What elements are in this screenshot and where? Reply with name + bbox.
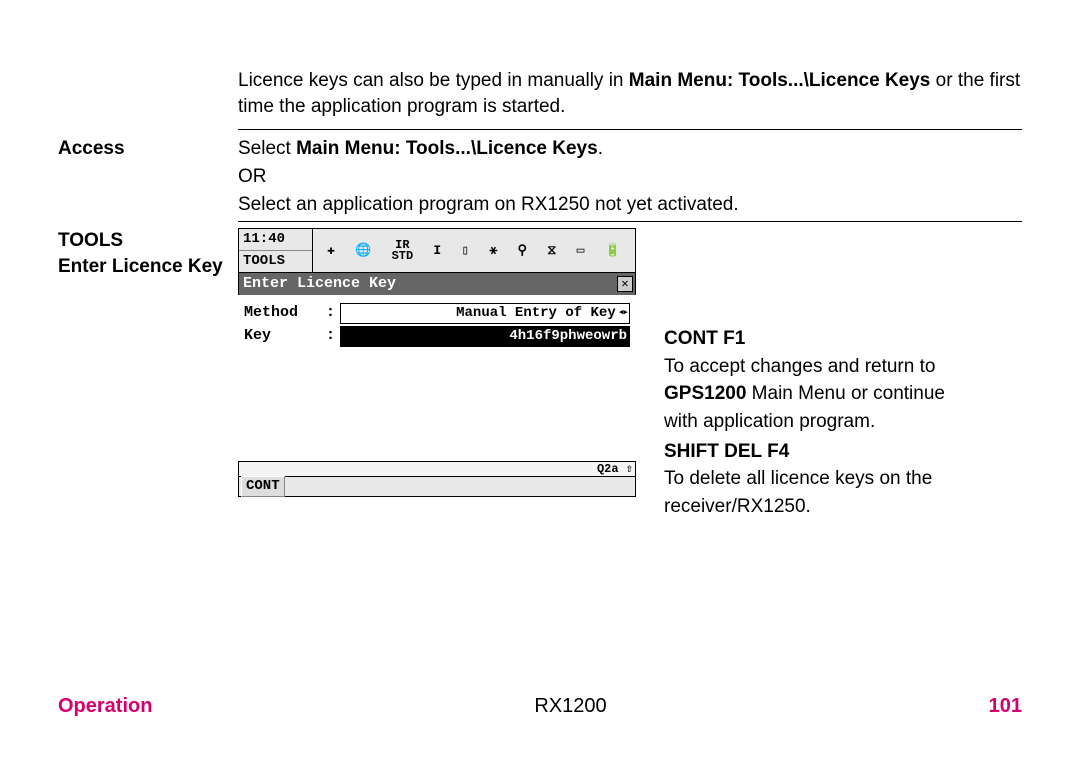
shift-del-heading: SHIFT DEL F4 bbox=[664, 439, 1022, 465]
access-label: Access bbox=[58, 136, 238, 162]
device-screenshot: 11:40 TOOLS ✚ 🌐 IR STD I ▯ ⚹ ⚲ bbox=[238, 228, 638, 497]
device-icon: ▯ bbox=[461, 242, 469, 260]
signal-icon: ⚲ bbox=[518, 242, 528, 260]
intro-text: Licence keys can also be typed in manual… bbox=[238, 68, 1022, 119]
spinner-icon: ◂▸ bbox=[618, 306, 627, 321]
lcd-titlebar: Enter Licence Key ✕ bbox=[238, 273, 636, 295]
key-row: Key : 4h16f9phweowrb bbox=[244, 326, 630, 347]
lcd-time: 11:40 bbox=[239, 229, 312, 251]
lcd-status-bar: Q2a ⇧ bbox=[238, 461, 636, 477]
divider-mid bbox=[238, 221, 1022, 222]
battery-icon: 🔋 bbox=[605, 242, 621, 260]
lcd-icon-strip: ✚ 🌐 IR STD I ▯ ⚹ ⚲ ⧖ ▭ 🔋 bbox=[313, 229, 635, 272]
bluetooth-icon: ⚹ bbox=[489, 242, 497, 260]
cont-desc-2: GPS1200 Main Menu or continue bbox=[664, 381, 1022, 407]
close-icon[interactable]: ✕ bbox=[617, 276, 633, 292]
footer-section: Operation bbox=[58, 693, 152, 720]
cont-f1-heading: CONT F1 bbox=[664, 326, 1022, 352]
access-select: Select Main Menu: Tools...\Licence Keys. bbox=[238, 136, 1022, 162]
status-right: Q2a ⇧ bbox=[597, 461, 633, 477]
access-alt: Select an application program on RX1250 … bbox=[238, 192, 1022, 218]
shift-desc-2: receiver/RX1250. bbox=[664, 494, 1022, 520]
lcd-topbar: 11:40 TOOLS ✚ 🌐 IR STD I ▯ ⚹ ⚲ bbox=[238, 228, 636, 273]
page-footer: Operation RX1200 101 bbox=[58, 693, 1022, 720]
method-field[interactable]: Manual Entry of Key◂▸ bbox=[340, 303, 630, 324]
globe-icon: 🌐 bbox=[355, 242, 371, 260]
key-field[interactable]: 4h16f9phweowrb bbox=[340, 326, 630, 347]
lcd-function-bar: CONT bbox=[238, 477, 636, 497]
plus-icon: ✚ bbox=[327, 242, 335, 260]
footer-page: 101 bbox=[989, 693, 1022, 720]
lcd-tools-label: TOOLS bbox=[239, 251, 312, 272]
bell-icon: ⧖ bbox=[547, 242, 556, 260]
method-row: Method : Manual Entry of Key◂▸ bbox=[244, 303, 630, 324]
description-column: CONT F1 To accept changes and return to … bbox=[638, 228, 1022, 521]
lcd-title: Enter Licence Key bbox=[243, 274, 396, 294]
divider-top bbox=[238, 129, 1022, 130]
shift-desc-1: To delete all licence keys on the bbox=[664, 466, 1022, 492]
card-icon: ▭ bbox=[577, 242, 585, 260]
cont-button[interactable]: CONT bbox=[241, 476, 285, 497]
ir-std-icon: IR STD bbox=[392, 240, 414, 260]
footer-model: RX1200 bbox=[534, 693, 606, 720]
key-label: Key bbox=[244, 326, 326, 347]
access-section: Access Select Main Menu: Tools...\Licenc… bbox=[58, 136, 1022, 217]
cont-desc-1: To accept changes and return to bbox=[664, 354, 1022, 380]
access-or: OR bbox=[238, 164, 1022, 190]
tools-label: TOOLS Enter Licence Key bbox=[58, 228, 238, 279]
intro-line1-pre: Licence keys can also be typed in manual… bbox=[238, 70, 629, 91]
intro-line1-bold: Main Menu: Tools...\Licence Keys bbox=[629, 70, 931, 91]
i-beam-icon: I bbox=[433, 242, 441, 260]
cont-desc-3: with application program. bbox=[664, 409, 1022, 435]
method-label: Method bbox=[244, 303, 326, 324]
